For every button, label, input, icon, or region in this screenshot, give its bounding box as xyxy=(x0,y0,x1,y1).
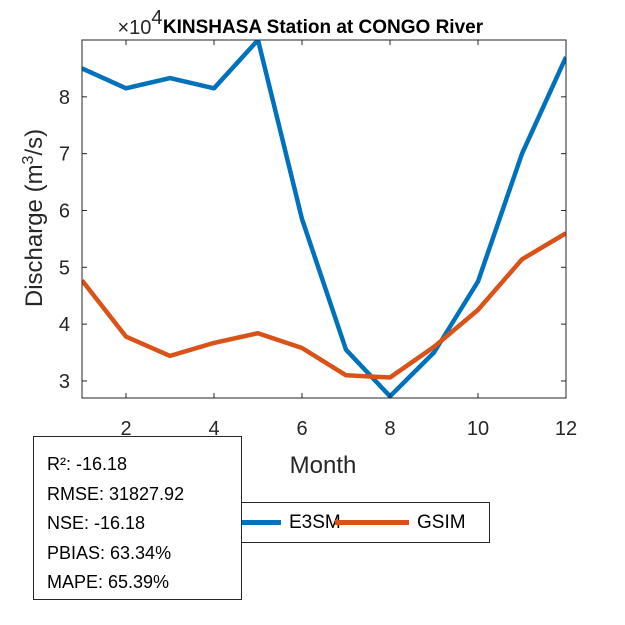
y-tick-label: 8 xyxy=(59,87,70,109)
y-tick-label: 7 xyxy=(59,144,70,166)
legend-swatch-gsim xyxy=(335,520,409,525)
legend: E3SM GSIM xyxy=(213,502,490,543)
y-tick-label: 3 xyxy=(59,371,70,393)
y-axis-label: Discharge (m3/s) xyxy=(20,129,48,307)
series-line-gsim xyxy=(82,231,566,380)
y-exponent: ×104 xyxy=(117,7,162,39)
x-axis: 2 4 6 8 10 12 xyxy=(120,40,577,440)
y-tick-label: 4 xyxy=(59,314,70,336)
legend-item-e3sm: E3SM xyxy=(213,503,341,542)
y-axis: 3 4 5 6 7 8 xyxy=(59,87,566,393)
y-tick-label: 5 xyxy=(59,257,70,279)
series-line-e3sm xyxy=(82,40,566,398)
legend-label-gsim: GSIM xyxy=(417,511,466,533)
plot-area xyxy=(81,39,567,399)
legend-item-gsim: GSIM xyxy=(335,503,466,542)
legend-swatch-e3sm xyxy=(213,520,281,525)
stat-rmse: RMSE: 31827.92 xyxy=(47,483,185,504)
stat-nse: NSE: -16.18 xyxy=(47,513,146,533)
x-axis-label: Month xyxy=(290,452,357,479)
axes-box xyxy=(81,39,567,399)
x-tick-label: 4 xyxy=(208,418,219,440)
stat-mape: MAPE: 65.39% xyxy=(47,572,170,592)
x-tick-label: 10 xyxy=(467,418,489,440)
x-tick-label: 8 xyxy=(384,418,395,440)
chart-title: KINSHASA Station at CONGO River xyxy=(163,17,484,38)
x-tick-label: 12 xyxy=(555,418,577,440)
stat-pbias: PBIAS: 63.34% xyxy=(47,542,172,563)
x-tick-label: 2 xyxy=(120,418,131,440)
x-tick-label: 6 xyxy=(296,418,307,440)
stat-r2: R²: -16.18 xyxy=(47,454,128,474)
stats-box: R²: -16.18 RMSE: 31827.92 NSE: -16.18 PB… xyxy=(33,436,242,600)
legend-label-e3sm: E3SM xyxy=(289,511,341,533)
y-tick-label: 6 xyxy=(59,200,70,222)
